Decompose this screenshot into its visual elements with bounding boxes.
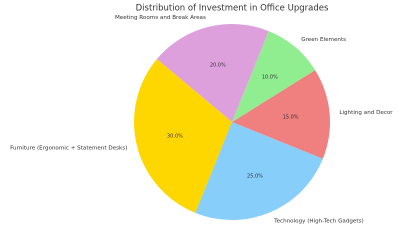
slice-label: Lighting and Decor [339, 110, 393, 116]
chart: Distribution of Investment in Office Upg… [10, 4, 393, 225]
slice-label: Green Elements [301, 37, 346, 43]
value-label: 15.0% [283, 114, 299, 120]
slice-label: Furniture (Ergonomic + Statement Desks) [10, 146, 127, 152]
value-label: 25.0% [247, 174, 263, 180]
pie-slice [195, 122, 323, 220]
chart-title: Distribution of Investment in Office Upg… [136, 4, 329, 14]
value-label: 20.0% [210, 62, 226, 68]
value-label: 10.0% [262, 74, 278, 80]
slice-label: Meeting Rooms and Break Areas [115, 15, 206, 21]
slice-label: Technology (High-Tech Gadgets) [273, 219, 364, 225]
pie-slice [133, 59, 232, 213]
pie-slice [232, 70, 330, 159]
pie-slice [232, 31, 316, 122]
value-label: 30.0% [167, 134, 183, 140]
pie-slice [156, 23, 269, 122]
